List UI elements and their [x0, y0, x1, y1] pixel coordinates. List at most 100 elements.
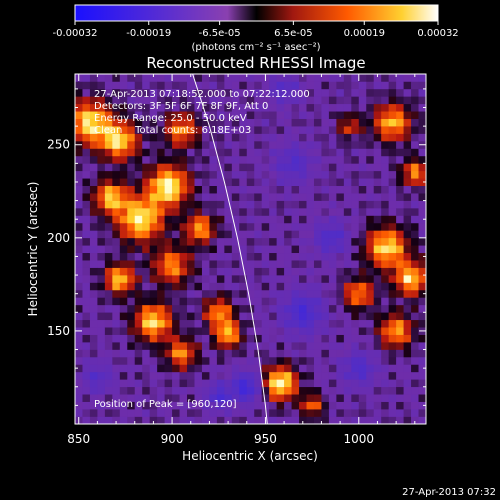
heatmap-cell [418, 111, 426, 119]
heatmap-cell [104, 163, 113, 172]
heatmap-cell [246, 334, 255, 343]
heatmap-cell [418, 319, 426, 328]
heatmap-cell [336, 200, 345, 209]
heatmap-cell [381, 81, 389, 90]
heatmap-cell [388, 319, 397, 328]
heatmap-cell [231, 111, 240, 119]
colorbar [74, 4, 439, 22]
colorbar-tick-label: 0.00019 [344, 28, 385, 39]
heatmap-cell [403, 394, 412, 402]
heatmap-cell [366, 267, 375, 276]
heatmap-cell [142, 185, 150, 194]
heatmap-cell [142, 103, 150, 112]
heatmap-cell [336, 155, 345, 164]
heatmap-cell [328, 103, 337, 112]
heatmap-cell [343, 349, 352, 358]
heatmap-cell [209, 386, 218, 395]
heatmap-cell [187, 394, 195, 402]
heatmap-cell [373, 74, 382, 82]
heatmap-cell [231, 267, 240, 276]
heatmap-cell [403, 163, 412, 172]
heatmap-cell [373, 282, 382, 291]
heatmap-cell [112, 394, 121, 402]
heatmap-cell [157, 252, 165, 261]
heatmap-cell [246, 394, 255, 402]
heatmap-cell [82, 215, 91, 224]
heatmap-cell [291, 312, 300, 321]
heatmap-cell [328, 118, 337, 127]
heatmap-cell [321, 334, 330, 343]
heatmap-cell [239, 334, 248, 343]
heatmap-cell [291, 289, 300, 298]
heatmap-cell [127, 74, 136, 82]
heatmap-cell [142, 267, 150, 276]
heatmap-cell [276, 327, 285, 335]
heatmap-cell [269, 304, 277, 313]
heatmap-cell [104, 222, 113, 231]
heatmap-cell [313, 260, 322, 268]
heatmap-cell [164, 222, 173, 231]
heatmap-cell [201, 289, 210, 298]
heatmap-cell [216, 118, 225, 127]
heatmap-cell [418, 163, 426, 172]
heatmap-cell [119, 282, 128, 291]
heatmap-cell [373, 401, 382, 410]
heatmap-cell [269, 111, 277, 119]
heatmap-cell [321, 193, 330, 201]
heatmap-cell [246, 126, 255, 134]
heatmap-cell [164, 267, 173, 276]
heatmap-cell [343, 222, 352, 231]
heatmap-cell [276, 96, 285, 105]
heatmap-cell [418, 379, 426, 388]
heatmap-cell [358, 170, 367, 179]
heatmap-cell [403, 88, 412, 97]
heatmap-cell [313, 178, 322, 187]
heatmap-cell [142, 215, 150, 224]
heatmap-cell [306, 237, 315, 246]
heatmap-cell [291, 208, 300, 216]
heatmap-cell [336, 334, 345, 343]
heatmap-cell [194, 327, 203, 335]
heatmap-cell [89, 74, 98, 82]
heatmap-cell [411, 394, 419, 402]
heatmap-cell [112, 416, 121, 424]
heatmap-cell [261, 304, 270, 313]
heatmap-cell [373, 148, 382, 157]
heatmap-cell [254, 289, 263, 298]
heatmap-cell [299, 416, 307, 424]
heatmap-cell [134, 148, 143, 157]
heatmap-cell [112, 297, 121, 306]
heatmap-cell [299, 312, 307, 321]
heatmap-cell [373, 111, 382, 119]
heatmap-cell [343, 163, 352, 172]
heatmap-cell [328, 401, 337, 410]
heatmap-cell [269, 356, 277, 365]
heatmap-cell [97, 364, 106, 373]
heatmap-cell [396, 148, 404, 157]
heatmap-cell [187, 230, 195, 239]
heatmap-cell [351, 118, 360, 127]
heatmap-cell [269, 118, 277, 127]
heatmap-cell [172, 222, 180, 231]
heatmap-cell [164, 96, 173, 105]
heatmap-cell [381, 230, 389, 239]
heatmap-cell [366, 237, 375, 246]
heatmap-cell [246, 297, 255, 306]
heatmap-cell [403, 81, 412, 90]
heatmap-cell [299, 409, 307, 417]
heatmap-cell [373, 170, 382, 179]
heatmap-cell [381, 289, 389, 298]
heatmap-cell [269, 327, 277, 335]
heatmap-cell [254, 342, 263, 350]
heatmap-cell [411, 312, 419, 321]
heatmap-cell [351, 103, 360, 112]
heatmap-cell [343, 394, 352, 402]
heatmap-cell [261, 394, 270, 402]
heatmap-cell [82, 96, 91, 105]
heatmap-cell [112, 260, 121, 268]
heatmap-cell [164, 416, 173, 424]
heatmap-cell [172, 111, 180, 119]
heatmap-cell [224, 96, 233, 105]
heatmap-cell [418, 334, 426, 343]
heatmap-cell [134, 349, 143, 358]
